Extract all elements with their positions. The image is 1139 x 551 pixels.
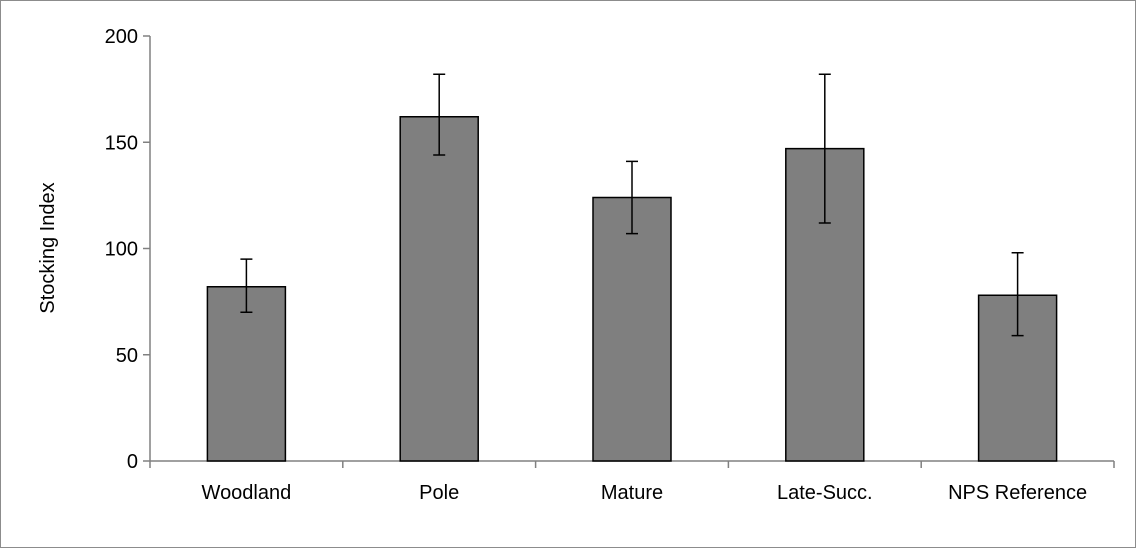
y-tick-label: 50 xyxy=(116,345,138,367)
y-axis-title: Stocking Index xyxy=(37,182,59,313)
bar-series xyxy=(206,116,1058,462)
y-tick-label: 150 xyxy=(105,132,138,154)
error-bars xyxy=(240,73,1024,337)
bar xyxy=(592,196,672,462)
y-tick-label: 200 xyxy=(105,26,138,48)
bar xyxy=(399,116,479,462)
x-category-label: Mature xyxy=(601,482,663,504)
bar xyxy=(206,286,287,462)
y-tick-label: 100 xyxy=(105,239,138,261)
x-category-label: Late-Succ. xyxy=(777,482,873,504)
y-axis: 0 50 100 150 200 xyxy=(105,26,151,473)
x-axis: Woodland Pole Mature Late-Succ. NPS Referenc… xyxy=(149,460,1115,504)
x-category-label: Woodland xyxy=(202,482,292,504)
x-category-label: Pole xyxy=(419,482,459,504)
y-tick-label: 0 xyxy=(127,451,138,473)
bar xyxy=(977,294,1058,462)
x-category-label: NPS Reference xyxy=(948,482,1087,504)
